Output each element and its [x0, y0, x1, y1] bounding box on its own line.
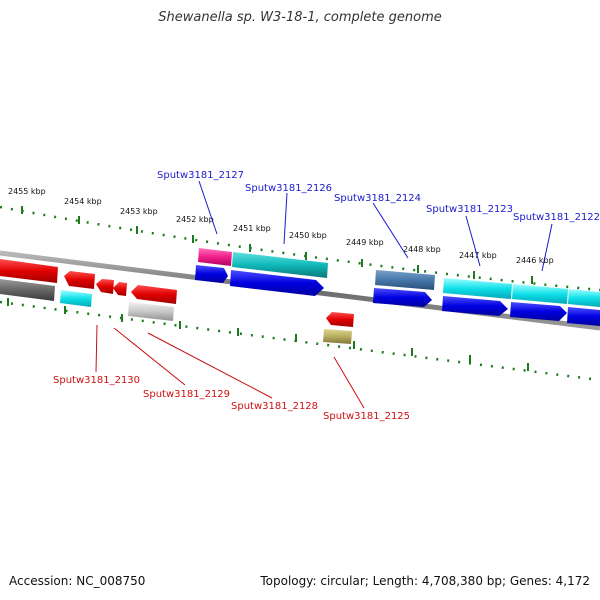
kbp-tick-labels: 2455 kbp 2454 kbp 2453 kbp 2452 kbp 2451…: [8, 187, 554, 265]
gene-red-arrow[interactable]: [326, 312, 354, 327]
forward-callouts: [198, 180, 553, 272]
gene-2124-steel[interactable]: [375, 270, 435, 290]
gene-label-2129[interactable]: Sputw3181_2129: [143, 389, 230, 400]
gene-olive[interactable]: [323, 329, 352, 344]
inner-tick-ring: [0, 300, 600, 382]
tick-label: 2453 kbp: [120, 207, 158, 216]
gene-red-arrow[interactable]: [96, 279, 114, 294]
forward-gene-labels: Sputw3181_2127 Sputw3181_2126 Sputw3181_…: [157, 170, 600, 223]
forward-genes-upper: [198, 248, 600, 307]
outer-major-ticks: [21, 206, 533, 284]
gene-blue-arrow[interactable]: [373, 288, 432, 307]
gene-label-2123[interactable]: Sputw3181_2123: [426, 204, 513, 215]
gene-label-2128[interactable]: Sputw3181_2128: [231, 401, 318, 412]
map-title: Shewanella sp. W3-18-1, complete genome: [158, 10, 442, 25]
tick-label: 2450 kbp: [289, 231, 327, 240]
gene-label-2124[interactable]: Sputw3181_2124: [334, 193, 421, 204]
gene-cyan-edge[interactable]: [568, 289, 600, 307]
gene-blue-arrow[interactable]: [195, 265, 228, 283]
gene-label-2125[interactable]: Sputw3181_2125: [323, 411, 410, 422]
gene-blue-arrow[interactable]: [442, 296, 508, 316]
gene-blue-arrow[interactable]: [230, 270, 324, 296]
gene-blue-arrow[interactable]: [510, 302, 567, 321]
gene-label-2122[interactable]: Sputw3181_2122: [513, 212, 600, 223]
reverse-genes: [0, 259, 354, 344]
tick-label: 2448 kbp: [403, 245, 441, 254]
tick-label: 2455 kbp: [8, 187, 46, 196]
tick-label: 2451 kbp: [233, 224, 271, 233]
gene-light-grey[interactable]: [128, 302, 174, 321]
gene-red-arrow[interactable]: [131, 285, 177, 304]
gene-cyan[interactable]: [60, 290, 92, 307]
gene-2127-magenta[interactable]: [198, 248, 232, 266]
inner-major-ticks: [7, 298, 529, 371]
reverse-gene-labels: Sputw3181_2130 Sputw3181_2129 Sputw3181_…: [53, 375, 410, 422]
gene-label-2127[interactable]: Sputw3181_2127: [157, 170, 244, 181]
gene-2126-teal[interactable]: [232, 252, 328, 278]
forward-genes-lower: [195, 265, 600, 326]
gene-label-2126[interactable]: Sputw3181_2126: [245, 183, 332, 194]
tick-label: 2454 kbp: [64, 197, 102, 206]
gene-red[interactable]: [0, 259, 58, 283]
reverse-callouts: [95, 324, 365, 409]
accession-text: Accession: NC_008750: [9, 574, 146, 588]
topology-text: Topology: circular; Length: 4,708,380 bp…: [260, 574, 590, 588]
tick-label: 2446 kbp: [516, 256, 554, 265]
tick-label: 2447 kbp: [459, 251, 497, 260]
gene-2122-cyan[interactable]: [512, 284, 568, 304]
gene-dark-grey[interactable]: [0, 279, 55, 301]
gene-red-arrow[interactable]: [113, 282, 127, 296]
gene-2123-cyan[interactable]: [443, 278, 512, 299]
gene-red-arrow[interactable]: [64, 271, 95, 289]
tick-label: 2452 kbp: [176, 215, 214, 224]
tick-label: 2449 kbp: [346, 238, 384, 247]
gene-blue-arrow[interactable]: [567, 307, 600, 326]
gene-label-2130[interactable]: Sputw3181_2130: [53, 375, 140, 386]
